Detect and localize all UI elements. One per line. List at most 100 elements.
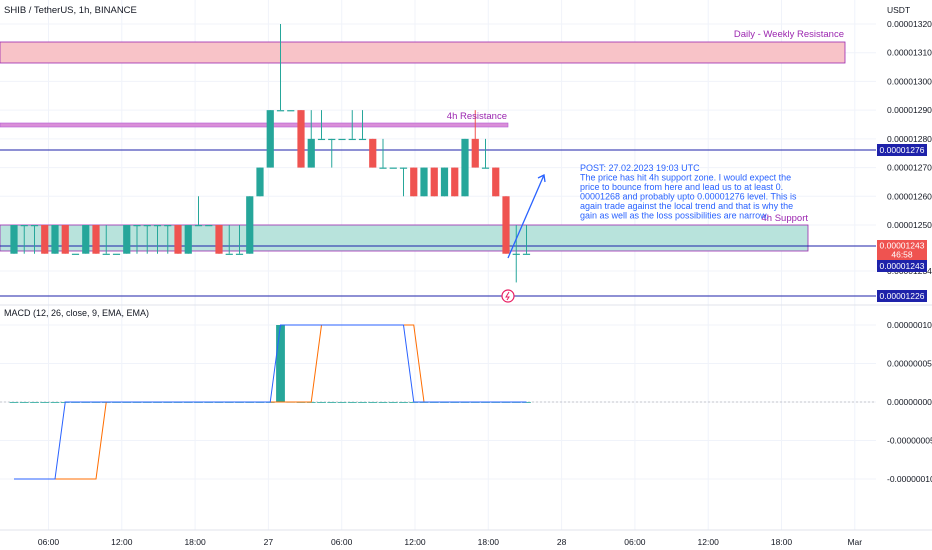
candle (215, 225, 223, 254)
candle (420, 167, 428, 197)
macd-tick-label: 0.00000010 (887, 320, 932, 330)
post-line: POST: 27.02.2023 19:03 UTC (580, 163, 700, 173)
projection-arrow[interactable] (507, 174, 546, 259)
candle (92, 225, 100, 254)
candle (205, 225, 213, 227)
macd-histogram-bar (327, 402, 337, 403)
macd-tick-label: 0.00000005 (887, 359, 932, 369)
time-tick-label: 06:00 (624, 537, 646, 547)
candle (430, 167, 438, 197)
candle (20, 225, 28, 254)
macd-histogram-bar (378, 402, 388, 403)
macd-histogram-bar (358, 402, 367, 403)
candle (471, 110, 479, 168)
candle (102, 225, 110, 255)
macd-line (14, 324, 527, 480)
svg-text:0.00001243: 0.00001243 (880, 261, 925, 271)
candle (389, 167, 397, 169)
candle (512, 225, 520, 283)
resistance-4h-label: 4h Resistance (447, 111, 507, 122)
price-tick-label: 0.00001320 (887, 19, 932, 29)
svg-text:0.00001243: 0.00001243 (880, 241, 925, 251)
candle (153, 225, 162, 254)
candle (61, 225, 69, 254)
daily-weekly-resistance-label: Daily - Weekly Resistance (734, 29, 844, 40)
candle (30, 225, 39, 254)
candle (369, 138, 377, 168)
time-tick-label: Mar (847, 537, 862, 547)
time-tick-label: 18:00 (184, 537, 206, 547)
svg-text:0.00001276: 0.00001276 (880, 145, 925, 155)
candle (256, 167, 264, 197)
resistance-4h-zone[interactable] (0, 122, 509, 128)
second-price-badge: 0.00001243 (877, 260, 927, 272)
candle (71, 253, 80, 255)
candle (112, 253, 121, 255)
candle (461, 138, 469, 197)
flash-icon[interactable] (501, 289, 515, 303)
macd-histogram-bar (30, 402, 39, 403)
macd-histogram-bar (19, 402, 29, 403)
post-line: gain as well as the loss possibilities a… (580, 211, 769, 221)
macd-tick-label: 0.00000000 (887, 397, 932, 407)
candle (522, 225, 531, 255)
candle (164, 225, 172, 254)
post-line: price to bounce from here and lead us to… (580, 182, 783, 192)
macd-tick-label: -0.00000005 (887, 436, 932, 446)
candle (348, 110, 356, 141)
time-tick-label: 27 (264, 537, 274, 547)
candle (379, 138, 387, 169)
macd-axis[interactable]: 0.00000010 0.00000005 0.00000000 -0.0000000… (887, 320, 932, 484)
macd-histogram-bar (337, 402, 347, 403)
candle (82, 225, 90, 254)
post-line: The price has hit 4h support zone. I wou… (580, 173, 791, 183)
macd-histogram-bar (40, 402, 50, 403)
candle (399, 167, 408, 197)
time-tick-label: 06:00 (331, 537, 353, 547)
currency-label: USDT (887, 5, 910, 15)
current-price-badge: 0.00001243 46:58 (877, 240, 927, 260)
upper-line-badge: 0.00001276 (877, 144, 927, 156)
post-line: 00001268 and probably upto 0.00001276 le… (580, 192, 797, 202)
svg-text:0.00001226: 0.00001226 (880, 291, 925, 301)
candle (328, 138, 336, 168)
time-axis[interactable]: 06:00 12:00 18:00 27 06:00 12:00 18:00 28 06:00 1… (38, 537, 862, 547)
candle (451, 167, 459, 197)
vertical-grid (48, 0, 856, 530)
time-tick-label: 18:00 (771, 537, 793, 547)
candle (266, 110, 274, 168)
price-tick-label: 0.00001300 (887, 76, 932, 86)
macd-histogram-bar (368, 402, 378, 403)
price-tick-label: 0.00001280 (887, 134, 932, 144)
candle (287, 110, 295, 112)
macd-histogram-bar (347, 402, 357, 403)
macd-title: MACD (12, 26, close, 9, EMA, EMA) (4, 308, 149, 318)
time-tick-label: 28 (557, 537, 567, 547)
daily-weekly-resistance-zone[interactable] (0, 41, 846, 64)
candle (410, 167, 418, 197)
candle (51, 225, 59, 254)
time-tick-label: 12:00 (698, 537, 720, 547)
candle (338, 138, 346, 141)
candle (297, 110, 305, 168)
candlestick-series (10, 24, 531, 283)
candle (358, 110, 367, 141)
price-tick-label: 0.00001260 (887, 191, 932, 201)
svg-text:46:58: 46:58 (891, 250, 913, 260)
time-tick-label: 06:00 (38, 537, 60, 547)
macd-histogram-bar (9, 402, 19, 403)
support-4h-zone[interactable] (0, 224, 809, 252)
post-annotation[interactable]: POST: 27.02.2023 19:03 UTC The price has… (580, 163, 797, 221)
candle (307, 110, 315, 168)
candle (133, 225, 141, 254)
candle (184, 225, 192, 254)
lower-line-badge: 0.00001226 (877, 290, 927, 302)
candle (492, 167, 500, 197)
time-tick-label: 12:00 (111, 537, 133, 547)
macd-histogram-bar (276, 325, 285, 402)
macd-histogram-bar (317, 402, 326, 403)
candle (41, 225, 49, 254)
price-tick-label: 0.00001310 (887, 48, 932, 58)
